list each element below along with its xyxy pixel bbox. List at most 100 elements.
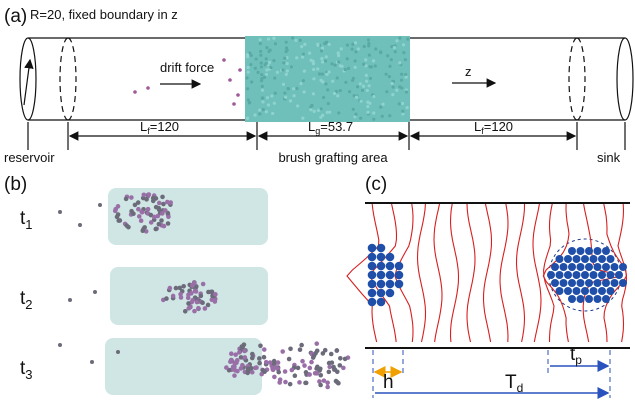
monomer — [333, 63, 336, 66]
monomer — [366, 89, 369, 92]
particle — [113, 207, 118, 212]
monomer — [282, 61, 285, 64]
particle — [116, 218, 121, 223]
monomer — [265, 46, 268, 49]
particle — [159, 218, 164, 223]
bead — [568, 279, 576, 287]
monomer — [301, 55, 304, 58]
monomer — [362, 85, 365, 88]
particle — [300, 359, 305, 364]
monomer — [352, 108, 355, 111]
bead — [564, 271, 572, 279]
particle — [249, 366, 254, 371]
monomer — [355, 96, 358, 99]
monomer — [309, 108, 312, 111]
monomer — [400, 73, 403, 76]
monomer — [328, 111, 331, 114]
particle — [231, 364, 236, 369]
monomer — [265, 57, 268, 60]
particle — [309, 360, 314, 365]
sym: L — [474, 119, 481, 134]
particle — [144, 197, 149, 202]
monomer — [374, 47, 377, 50]
bead — [602, 279, 610, 287]
monomer — [320, 49, 323, 52]
bead — [585, 247, 593, 255]
monomer — [325, 73, 328, 76]
particle — [154, 196, 159, 201]
particle — [304, 381, 309, 386]
particle — [287, 357, 292, 362]
monomer — [365, 80, 368, 83]
polymer-chain — [467, 204, 475, 342]
bead — [377, 244, 386, 253]
particle — [236, 93, 240, 97]
particle — [213, 292, 218, 297]
bead — [368, 262, 377, 271]
panel-label: (b) — [4, 174, 27, 195]
monomer — [246, 87, 249, 90]
bead — [581, 255, 589, 263]
bead — [547, 271, 555, 279]
monomer — [351, 79, 354, 82]
monomer — [330, 62, 333, 65]
monomer — [354, 113, 357, 116]
monomer — [401, 102, 404, 105]
monomer — [281, 68, 284, 71]
particle — [293, 373, 298, 378]
particle — [201, 282, 206, 287]
monomer — [312, 92, 315, 95]
monomer — [386, 54, 389, 57]
particle — [162, 224, 167, 229]
monomer — [351, 48, 354, 51]
monomer — [405, 90, 408, 93]
sym: L — [140, 119, 147, 134]
particle — [164, 296, 169, 301]
particle — [129, 209, 134, 214]
particle — [299, 343, 304, 348]
particle — [307, 366, 312, 371]
particle — [124, 223, 129, 228]
particle — [272, 375, 277, 380]
monomer — [339, 89, 342, 92]
particle — [297, 380, 302, 385]
monomer — [354, 59, 357, 62]
particle — [149, 220, 154, 225]
bead — [585, 263, 593, 271]
monomer — [327, 102, 330, 105]
particle — [313, 371, 318, 376]
bead — [581, 271, 589, 279]
title: R=20, fixed boundary in z — [30, 7, 178, 22]
bead — [590, 255, 598, 263]
monomer — [366, 105, 369, 108]
val: =120 — [484, 119, 513, 134]
monomer — [274, 92, 277, 95]
monomer — [390, 82, 393, 85]
bead — [577, 279, 585, 287]
bead — [598, 255, 606, 263]
monomer — [248, 101, 251, 104]
monomer — [273, 102, 276, 105]
particle — [133, 203, 138, 208]
monomer — [337, 60, 340, 63]
bead — [598, 271, 606, 279]
monomer — [405, 76, 408, 79]
particle — [90, 360, 94, 364]
annotation: drift force — [160, 60, 214, 75]
monomer — [299, 39, 302, 42]
bead — [560, 279, 568, 287]
monomer — [398, 85, 401, 88]
particle — [136, 207, 141, 212]
monomer — [258, 112, 261, 115]
particle — [196, 306, 201, 311]
particle — [142, 192, 147, 197]
bead — [585, 279, 593, 287]
bead — [556, 271, 564, 279]
particle — [165, 200, 170, 205]
panel-label: (a) — [4, 6, 27, 27]
monomer — [262, 108, 265, 111]
bead — [568, 263, 576, 271]
particle — [200, 300, 205, 305]
particle — [312, 353, 317, 358]
monomer — [346, 43, 349, 46]
